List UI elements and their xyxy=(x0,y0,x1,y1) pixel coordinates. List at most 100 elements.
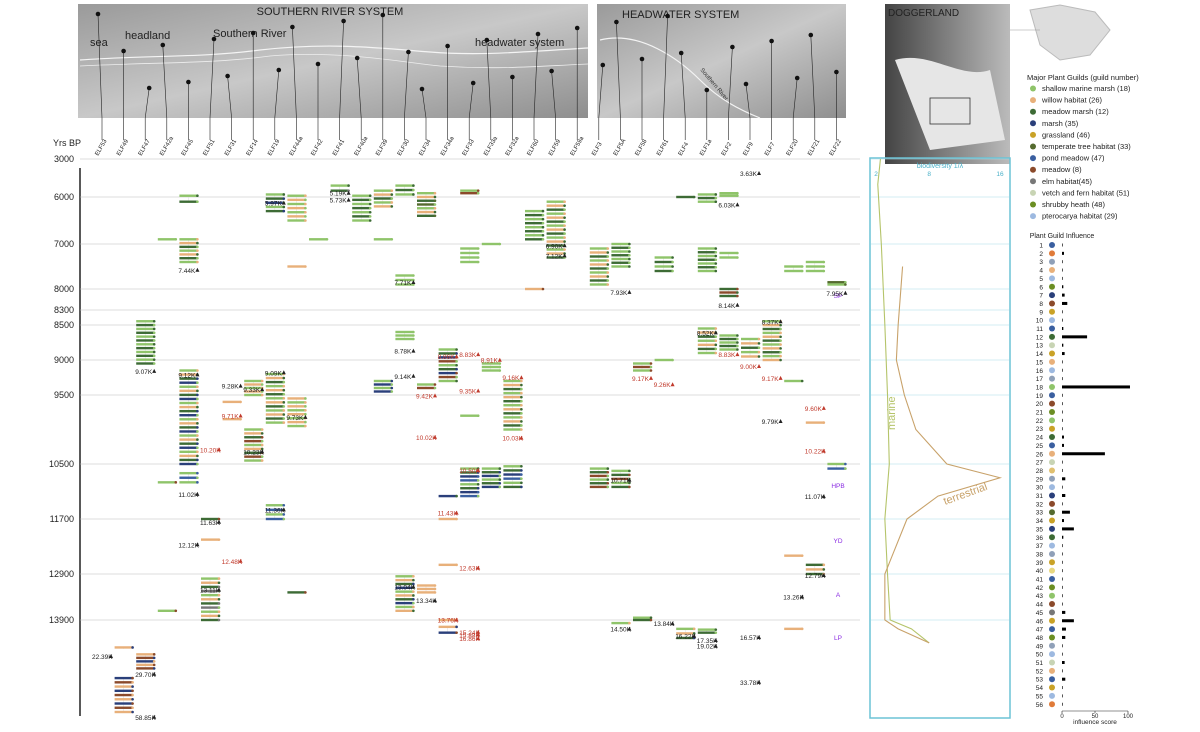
row-dot xyxy=(1049,400,1055,407)
sample-end xyxy=(541,238,545,241)
sample xyxy=(265,513,284,516)
sample-end xyxy=(714,200,718,203)
date-marker xyxy=(713,643,718,648)
sample-end xyxy=(498,365,502,369)
sample xyxy=(654,358,673,362)
sample-end xyxy=(217,585,221,589)
sample-end xyxy=(282,405,286,408)
row-dot xyxy=(1049,701,1055,708)
sample xyxy=(611,265,630,268)
sample xyxy=(525,209,543,213)
core-site xyxy=(406,49,411,55)
sample-end xyxy=(196,194,199,198)
date-label: 8.91K xyxy=(481,358,499,365)
sample xyxy=(265,389,284,392)
sample xyxy=(503,424,522,427)
sample xyxy=(654,269,673,273)
sample-end xyxy=(736,191,739,195)
sample-end xyxy=(671,260,674,264)
sample xyxy=(373,383,392,386)
bar xyxy=(1062,393,1063,397)
sample-end xyxy=(412,184,415,187)
sample-end xyxy=(196,393,199,397)
row-label: 43 xyxy=(1036,593,1044,600)
date-label: 9.33K xyxy=(243,387,261,394)
sample-end xyxy=(714,631,718,634)
sample-end xyxy=(714,247,718,250)
sample-end xyxy=(541,287,545,291)
sample xyxy=(136,335,155,338)
sample xyxy=(503,391,522,395)
date-label: 11.43K xyxy=(438,511,459,518)
core-label: ELF49 xyxy=(116,138,130,157)
sample xyxy=(157,238,176,241)
sample-end xyxy=(779,339,782,342)
date-label: 13.34K xyxy=(416,598,437,605)
row-dot xyxy=(1049,601,1055,608)
sample-end xyxy=(196,430,199,433)
y-tick-label: 8500 xyxy=(54,320,74,330)
y-tick-label: 7000 xyxy=(54,239,74,249)
sample-end xyxy=(628,253,631,257)
row-label: 32 xyxy=(1036,501,1044,508)
sample xyxy=(417,199,435,202)
sample-end xyxy=(196,397,199,401)
sample xyxy=(201,610,219,613)
sample xyxy=(697,628,716,631)
sample xyxy=(373,189,392,192)
sample xyxy=(546,208,565,211)
row-label: 40 xyxy=(1036,568,1044,575)
sample-end xyxy=(714,196,718,200)
legend-swatch xyxy=(1030,178,1036,185)
row-dot xyxy=(1049,275,1055,282)
sample-end xyxy=(196,438,199,441)
row-label: 17 xyxy=(1036,376,1044,383)
sample xyxy=(395,334,414,337)
sample xyxy=(330,189,349,192)
sample-end xyxy=(152,362,156,365)
sample xyxy=(719,334,738,337)
sample xyxy=(460,467,479,470)
sample-end xyxy=(282,417,286,420)
sample-end xyxy=(282,388,286,392)
sample xyxy=(481,467,500,470)
sample-end xyxy=(714,351,718,355)
sample xyxy=(697,347,716,351)
core-label: ELF41 xyxy=(332,138,346,157)
legend-label: temperate tree habitat (33) xyxy=(1042,142,1131,151)
core-label: ELF21 xyxy=(807,138,821,157)
row-label: 11 xyxy=(1036,326,1043,333)
sample-end xyxy=(325,238,329,241)
row-label: 41 xyxy=(1036,577,1044,584)
sample-end xyxy=(520,464,523,468)
sample xyxy=(741,355,759,358)
row-dot xyxy=(1049,550,1055,557)
sample xyxy=(201,602,219,605)
core-site xyxy=(730,44,735,50)
date-label: 9.17K xyxy=(632,376,650,383)
sample-end xyxy=(498,467,502,470)
date-label: 10.03K xyxy=(502,436,523,443)
date-label: 12.48K xyxy=(222,559,243,566)
headwater-map xyxy=(597,4,846,118)
row-dot xyxy=(1049,333,1055,340)
sample xyxy=(395,188,414,192)
sample-end xyxy=(692,195,696,199)
bar xyxy=(1062,652,1063,656)
date-marker xyxy=(476,565,481,570)
sample-end xyxy=(304,219,307,222)
row-label: 44 xyxy=(1036,602,1044,609)
sample-end xyxy=(152,342,156,346)
date-label: 8.83K xyxy=(459,352,477,359)
row-label: 26 xyxy=(1036,451,1044,458)
sample-end xyxy=(196,253,199,256)
connector xyxy=(616,21,621,140)
connector xyxy=(144,87,150,140)
sample-end xyxy=(433,214,437,218)
sample-end xyxy=(412,578,415,582)
sample xyxy=(417,192,435,195)
date-label: 16.86K xyxy=(459,636,480,643)
date-label: 16.57K xyxy=(740,635,761,642)
bar xyxy=(1062,577,1063,581)
row-dot xyxy=(1049,626,1055,633)
